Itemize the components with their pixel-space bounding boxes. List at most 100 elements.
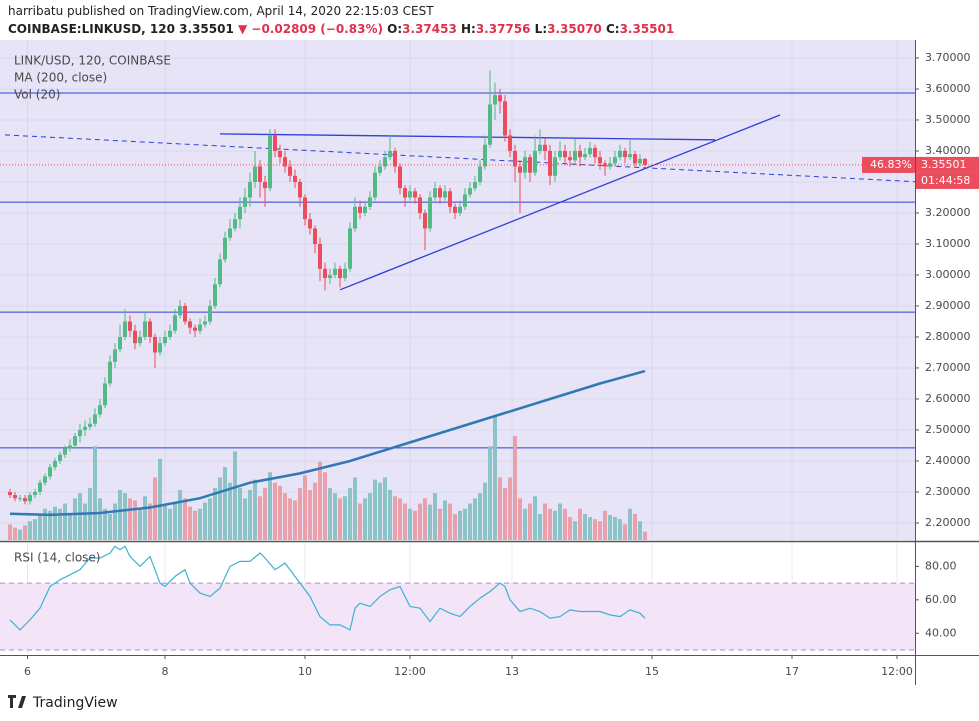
volume-bar [508,477,512,540]
candle-body [588,147,592,155]
candle-body [583,154,587,158]
volume-bar [293,500,297,540]
volume-bar [613,517,617,540]
volume-bar [628,508,632,540]
candle-body [598,157,602,164]
volume-bar [318,461,322,540]
x-tick-label: 17 [785,665,799,678]
candle-body [238,206,242,220]
candle-body [288,166,292,176]
candle-body [403,188,407,198]
y-tick-label: 2.50000 [925,423,971,436]
candle-body [123,321,127,337]
volume-bar [263,487,267,540]
candle-body [603,163,607,167]
volume-bar [593,519,597,540]
volume-bar [368,493,372,540]
volume-bar [533,496,537,540]
volume-bar [448,503,452,540]
volume-bar [178,490,182,540]
volume-bar [308,490,312,540]
candle-body [68,445,72,449]
candle-body [518,166,522,173]
candle-body [408,191,412,198]
volume-bar [153,477,157,540]
volume-bar [283,493,287,540]
volume-bar [53,506,57,540]
countdown-bg [916,172,979,189]
y-tick-label: 3.00000 [925,268,971,281]
volume-bar [333,493,337,540]
price-layer [0,40,915,540]
candle-body [253,166,257,182]
candle-body [173,315,177,331]
volume-bar [638,521,642,540]
candle-body [428,197,432,229]
volume-bar [623,524,627,540]
candle-body [308,219,312,229]
volume-bar [213,487,217,540]
volume-bar [378,482,382,540]
volume-bar [133,500,137,540]
x-tick-label: 12:00 [881,665,913,678]
volume-bar [408,508,412,540]
candle-body [638,158,642,164]
candle-body [468,188,472,195]
y-tick-label: 2.70000 [925,361,971,374]
volume-bar [43,508,47,540]
volume-bar [128,498,132,540]
candle-body [158,343,162,353]
volume-bar [148,503,152,540]
ohlc-label: H: [460,22,476,36]
candle-body [293,175,297,182]
volume-bar [143,496,147,540]
volume-bar [483,482,487,540]
volume-bar [63,503,67,540]
volume-bar [633,513,637,540]
trendline [219,133,716,141]
candle-body [228,228,232,238]
volume-bar [58,508,62,540]
candle-body [333,268,337,275]
candle-body [23,498,27,502]
volume-bar [463,508,467,540]
candle-body [193,327,197,331]
legend-rsi: RSI (14, close) [14,551,100,565]
candle-body [563,150,567,158]
volume-bar [158,458,162,540]
candle-body [423,212,427,229]
volume-bar [583,513,587,540]
candle-body [273,135,277,151]
candle-body [393,150,397,167]
candle-body [633,154,637,164]
y-tick-label: 3.60000 [925,82,971,95]
candle-body [203,321,207,325]
legend-ma: MA (200, close) [14,71,107,85]
candle-body [643,158,647,165]
volume-bar [23,525,27,540]
candle-body [103,383,107,406]
volume-bar [338,498,342,540]
volume-bar [353,477,357,540]
brand: TradingView [32,695,118,711]
volume-bar [113,503,117,540]
volume-bar [393,496,397,540]
volume-bar [428,504,432,540]
candle-body [168,330,172,337]
y-tick-label: 3.20000 [925,206,971,219]
volume-bar [358,503,362,540]
candle-body [618,150,622,158]
candle-body [453,206,457,213]
volume-bar [543,503,547,540]
candle-body [438,188,442,198]
y-tick-label: 3.10000 [925,237,971,250]
candle-body [138,336,142,344]
volume-bar [253,479,257,540]
candle-body [28,495,32,502]
volume-bar [608,515,612,540]
ohlc-label: L: [534,22,548,36]
candle-body [283,157,287,167]
volume-bar [478,493,482,540]
